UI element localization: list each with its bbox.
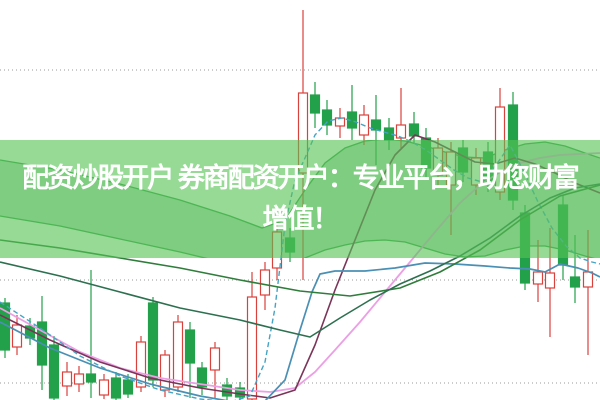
candlestick [135,336,147,392]
candlestick [259,262,271,310]
candlestick [321,100,333,135]
candlestick [147,297,159,387]
candlestick [395,88,407,148]
candlestick [48,336,60,400]
candlestick [246,272,258,400]
candlestick [221,378,233,400]
candlestick [85,270,97,398]
candlestick [209,342,221,398]
candlestick [334,108,346,138]
ma-line-cyan-fast [0,117,600,400]
promo-banner-text-line1: 配资炒股开户 券商配资开户：专业平台，助您财富 [22,163,580,193]
ma-line-steelblue [0,262,600,400]
candlestick [346,85,358,140]
candlestick [98,374,110,399]
candlestick [309,82,321,128]
candlestick [196,362,208,395]
promo-banner-text-line2: 增值！ [262,204,340,234]
candlestick [184,322,196,398]
candlestick [73,366,85,392]
candlestick [61,362,73,396]
candlestick [11,315,23,355]
promo-banner[interactable]: 配资炒股开户 券商配资开户：专业平台，助您财富 增值！ [0,140,600,258]
